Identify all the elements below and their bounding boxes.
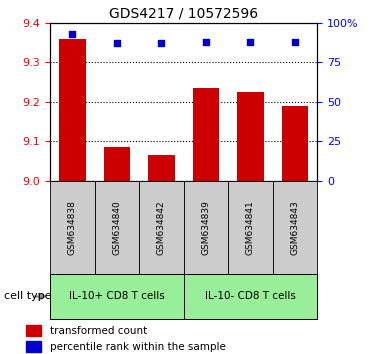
Bar — [26, 325, 41, 336]
Bar — [104, 147, 130, 181]
Bar — [148, 155, 175, 181]
FancyBboxPatch shape — [184, 274, 317, 319]
Point — [114, 41, 120, 46]
Text: GSM634841: GSM634841 — [246, 200, 255, 255]
Text: percentile rank within the sample: percentile rank within the sample — [50, 342, 226, 352]
Text: GSM634840: GSM634840 — [112, 200, 121, 255]
FancyBboxPatch shape — [184, 181, 228, 274]
FancyBboxPatch shape — [50, 181, 95, 274]
Bar — [26, 341, 41, 353]
FancyBboxPatch shape — [50, 274, 184, 319]
Text: cell type: cell type — [4, 291, 51, 302]
Text: IL-10+ CD8 T cells: IL-10+ CD8 T cells — [69, 291, 165, 302]
Point — [203, 39, 209, 45]
Point — [247, 39, 253, 45]
Text: GSM634838: GSM634838 — [68, 200, 77, 255]
Text: transformed count: transformed count — [50, 326, 147, 336]
FancyBboxPatch shape — [228, 181, 273, 274]
Point — [69, 31, 75, 37]
Bar — [59, 39, 86, 181]
Title: GDS4217 / 10572596: GDS4217 / 10572596 — [109, 6, 258, 21]
FancyBboxPatch shape — [95, 181, 139, 274]
Text: IL-10- CD8 T cells: IL-10- CD8 T cells — [205, 291, 296, 302]
Text: GSM634839: GSM634839 — [201, 200, 210, 255]
Text: GSM634843: GSM634843 — [290, 200, 299, 255]
Point — [158, 41, 164, 46]
Bar — [237, 92, 264, 181]
FancyBboxPatch shape — [273, 181, 317, 274]
Bar — [282, 106, 308, 181]
Text: GSM634842: GSM634842 — [157, 200, 166, 255]
Bar — [193, 88, 219, 181]
Point — [292, 39, 298, 45]
FancyBboxPatch shape — [139, 181, 184, 274]
